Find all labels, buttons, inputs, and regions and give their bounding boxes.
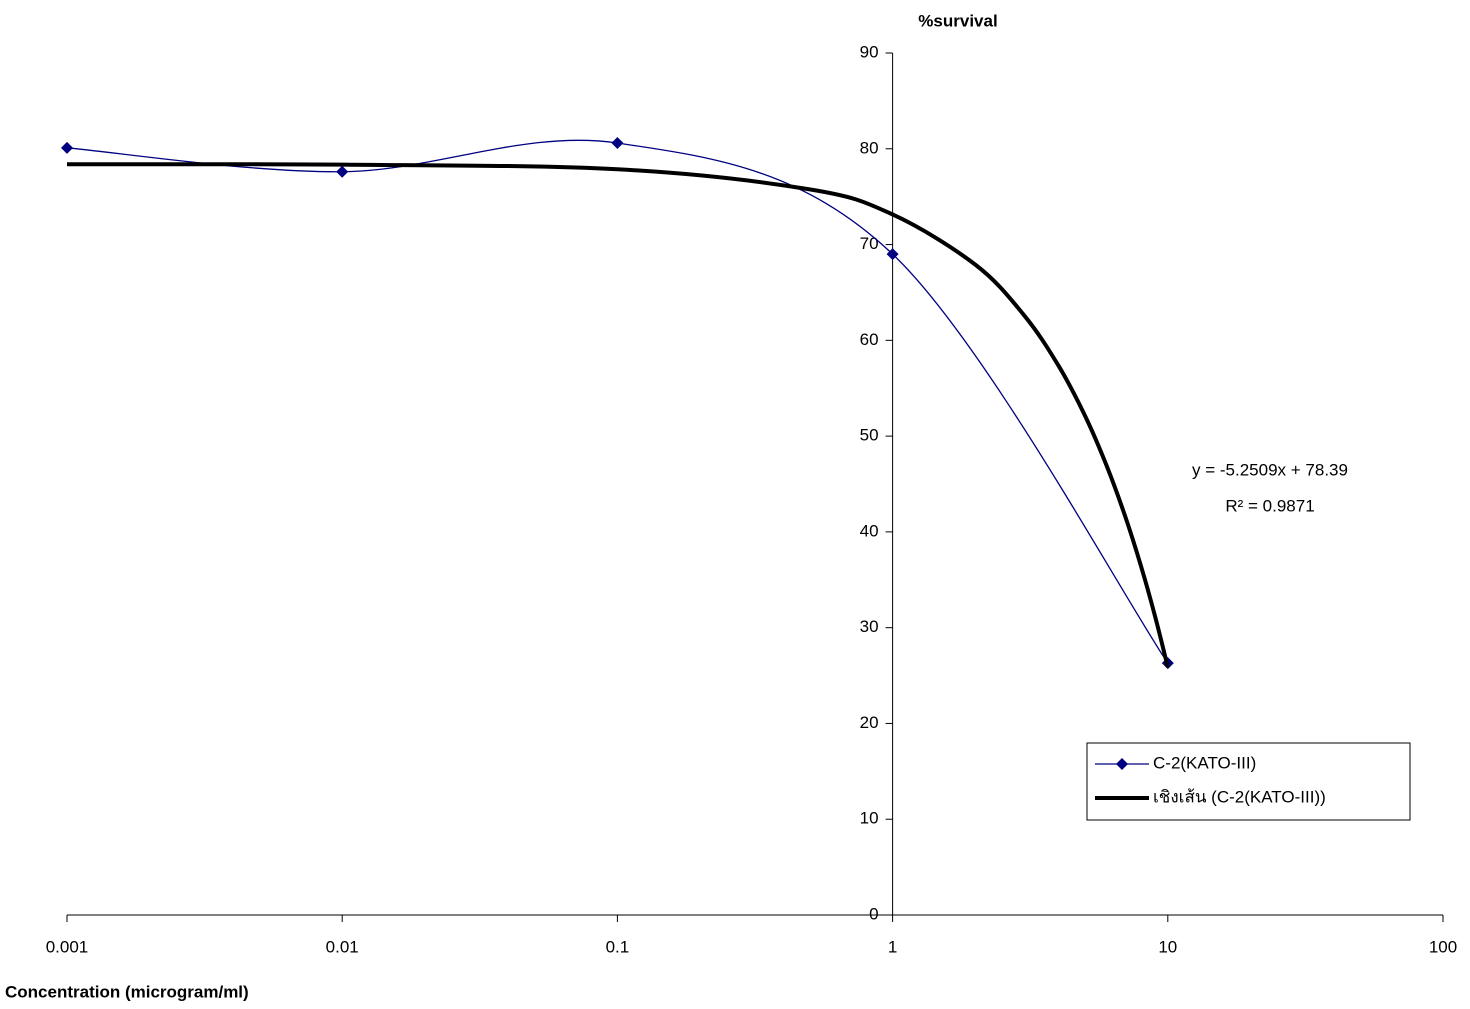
y-tick-label: 10 <box>860 809 879 828</box>
series-line <box>66 139 1169 664</box>
y-tick-label: 50 <box>860 426 879 445</box>
y-tick-label: 0 <box>869 904 878 923</box>
marker <box>61 141 73 154</box>
x-axis-title: Concentration (microgram/ml) <box>5 982 249 1001</box>
marker <box>611 137 624 150</box>
y-tick-label: 40 <box>860 521 879 540</box>
y-axis-title: %survival <box>918 11 997 30</box>
y-tick-label: 30 <box>860 617 879 636</box>
x-tick-label: 100 <box>1429 937 1457 956</box>
legend-marker <box>1116 758 1128 770</box>
series-line <box>66 162 1170 668</box>
x-tick-label: 0.001 <box>46 937 89 956</box>
y-tick-label: 80 <box>860 138 879 157</box>
x-tick-label: 0.01 <box>326 937 359 956</box>
y-tick-label: 20 <box>860 713 879 732</box>
legend-label: C-2(KATO-III) <box>1153 753 1256 772</box>
trend-equation: y = -5.2509x + 78.39 <box>1192 460 1348 479</box>
legend-box <box>1086 742 1411 821</box>
y-tick-label: 60 <box>860 330 879 349</box>
legend-label: เชิงเส้น (C-2(KATO-III)) <box>1153 787 1326 806</box>
trend-r-squared: R² = 0.9871 <box>1225 496 1314 515</box>
x-tick-label: 1 <box>888 937 897 956</box>
marker <box>336 165 349 178</box>
x-tick-label: 10 <box>1158 937 1177 956</box>
y-tick-label: 70 <box>860 234 879 253</box>
x-tick-label: 0.1 <box>606 937 630 956</box>
y-tick-label: 90 <box>860 42 879 61</box>
marker <box>886 248 899 261</box>
